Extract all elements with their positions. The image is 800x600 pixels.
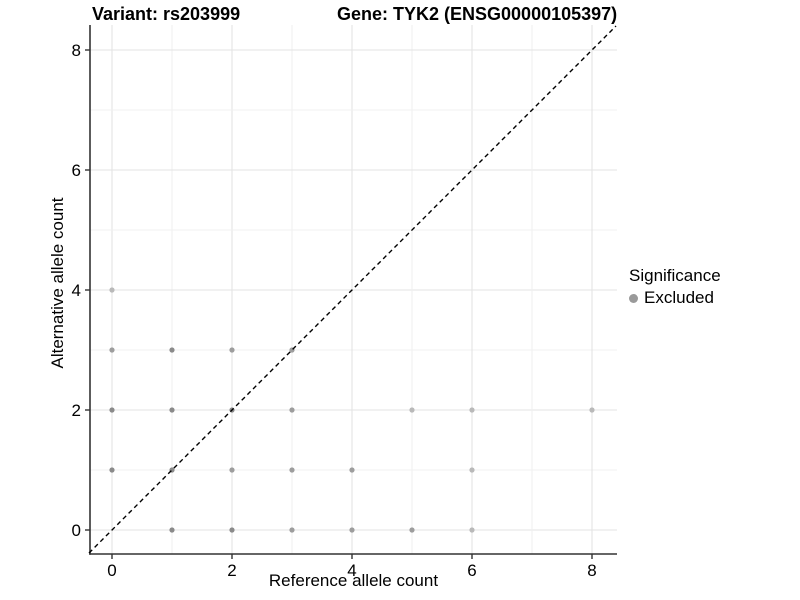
data-point [109,347,115,353]
legend-point-icon [629,293,638,303]
data-point [229,527,235,533]
title-variant: Variant: rs203999 [92,4,241,24]
data-point [409,527,415,533]
y-tick-label: 8 [72,41,81,60]
data-point [169,527,175,533]
x-tick-label: 0 [107,561,116,580]
y-tick-label: 6 [72,161,81,180]
data-point [289,407,295,413]
legend-item-excluded: Excluded [629,288,721,308]
x-tick-label: 2 [227,561,236,580]
data-point [169,407,175,413]
data-point [469,407,475,413]
y-tick-label: 2 [72,401,81,420]
data-point [289,527,295,533]
data-point [409,407,415,413]
data-point [169,347,175,353]
data-point [229,467,235,473]
x-tick-label: 6 [467,561,476,580]
data-point [589,407,595,413]
y-tick-label: 4 [72,281,81,300]
data-point [109,407,115,413]
legend-title: Significance [629,266,721,285]
data-point [349,527,355,533]
legend-item-label: Excluded [644,288,714,307]
data-point [109,287,115,293]
x-tick-label: 4 [347,561,356,580]
y-tick-label: 0 [72,521,81,540]
data-point [289,467,295,473]
data-point [229,347,235,353]
data-point [349,467,355,473]
legend: Significance Excluded [629,266,721,308]
x-axis-title: Reference allele count [268,571,439,590]
x-tick-label: 8 [587,561,596,580]
data-point [109,467,115,473]
y-axis-title: Alternative allele count [48,197,67,369]
title-gene: Gene: TYK2 (ENSG00000105397) [337,4,618,24]
identity-line [88,25,617,554]
data-point [469,467,475,473]
data-point [469,527,475,533]
